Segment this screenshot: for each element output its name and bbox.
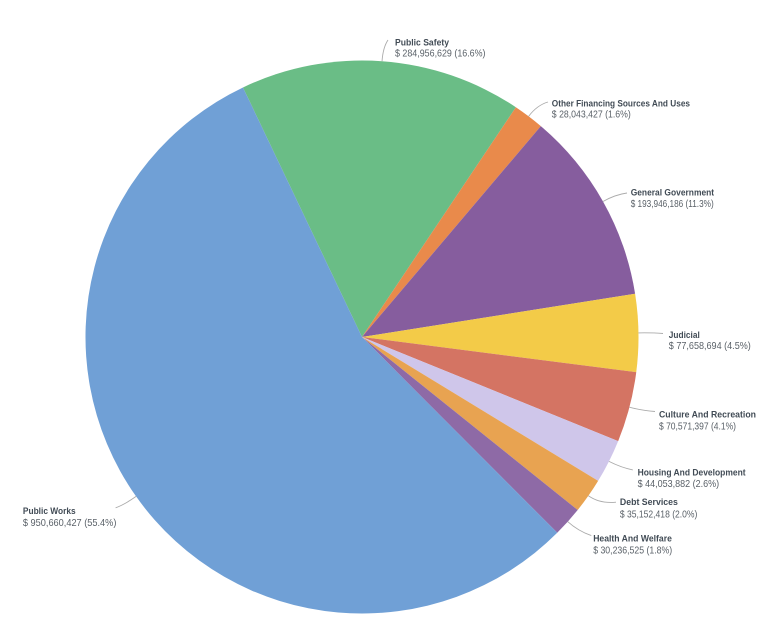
svg-text:Housing And Development: Housing And Development [638,467,747,478]
svg-text:$ 950,660,427 (55.4%): $ 950,660,427 (55.4%) [23,518,117,529]
svg-text:Debt Services: Debt Services [620,497,678,508]
svg-text:$ 284,956,629 (16.6%): $ 284,956,629 (16.6%) [395,49,486,60]
svg-text:$ 35,152,418 (2.0%): $ 35,152,418 (2.0%) [620,509,698,520]
svg-text:$ 77,658,694 (4.5%): $ 77,658,694 (4.5%) [669,341,751,352]
svg-text:$ 28,043,427 (1.6%): $ 28,043,427 (1.6%) [552,110,631,121]
svg-text:Public Works: Public Works [23,506,76,517]
svg-text:$ 30,236,525 (1.8%): $ 30,236,525 (1.8%) [593,546,672,557]
svg-text:$ 44,053,882 (2.6%): $ 44,053,882 (2.6%) [638,479,720,490]
svg-text:$ 70,571,397 (4.1%): $ 70,571,397 (4.1%) [659,421,736,432]
svg-text:General Government: General Government [631,187,715,198]
svg-text:$ 193,946,186 (11.3%): $ 193,946,186 (11.3%) [631,199,714,210]
svg-text:Judicial: Judicial [669,330,700,341]
svg-text:Other Financing Sources And Us: Other Financing Sources And Uses [552,98,690,109]
svg-text:Health And Welfare: Health And Welfare [593,534,672,545]
svg-text:Culture And Recreation: Culture And Recreation [659,409,756,420]
svg-text:Public Safety: Public Safety [395,38,450,49]
